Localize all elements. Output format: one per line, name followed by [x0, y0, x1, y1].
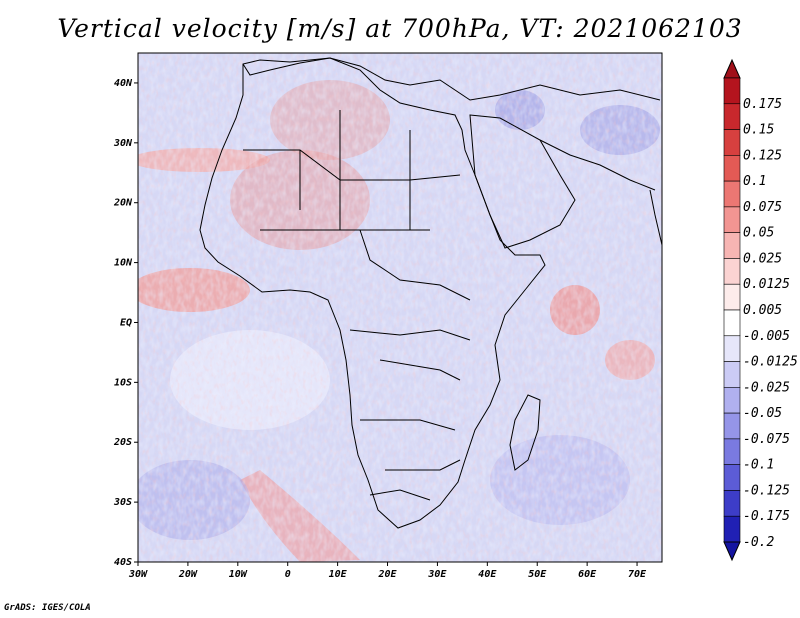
colorbar-label: -0.05 [743, 406, 782, 421]
lon-tick-label: 30E [427, 569, 447, 580]
velocity-field [138, 53, 662, 562]
colorbar-swatch [723, 283, 741, 311]
lon-tick-label: 10E [329, 569, 348, 580]
colorbar-swatch [723, 464, 741, 491]
colorbar-label: 0.05 [743, 226, 774, 241]
africa-coastline [199, 57, 546, 529]
india-coast [649, 189, 662, 246]
colorbar-label: -0.175 [743, 509, 790, 524]
colorbar-label: -0.125 [743, 483, 790, 498]
colorbar-label: 0.0125 [743, 277, 790, 292]
map-title: Vertical velocity [m/s] at 700hPa, VT: 2… [57, 14, 743, 43]
lon-tick-label: 30W [128, 569, 148, 580]
lat-tick-label: 30S [113, 497, 132, 508]
colorbar-label: -0.2 [743, 535, 774, 550]
lat-tick-label: 20N [113, 198, 133, 209]
colorbar-swatch [723, 515, 741, 543]
colorbar-swatch [723, 103, 741, 130]
lon-tick-label: 10W [229, 569, 248, 580]
colorbar-swatch [723, 361, 741, 388]
lat-tick-label: 20S [113, 437, 132, 448]
colorbar-top-arrow [723, 58, 741, 79]
colorbar-swatch [723, 232, 741, 259]
arabia-outline [469, 114, 576, 249]
madagascar-outline [509, 394, 541, 471]
colorbar-label: -0.075 [743, 432, 790, 447]
colorbar-swatch [723, 180, 741, 208]
colorbar-swatch [723, 490, 741, 517]
lat-tick-label: 10S [114, 377, 132, 388]
lon-tick-label: 0 [285, 569, 291, 580]
lon-tick-label: 40E [478, 569, 497, 580]
colorbar-label: 0.1 [743, 174, 766, 189]
colorbar-label: -0.005 [743, 329, 790, 344]
lat-tick-label: 30N [113, 138, 133, 149]
colorbar-swatch [723, 387, 741, 414]
colorbar-label: 0.005 [743, 303, 782, 318]
colorbar-label: -0.0125 [743, 355, 798, 370]
lat-tick-label: 40N [114, 78, 133, 89]
lat-tick-label: 10N [114, 258, 133, 269]
colorbar-swatch [723, 335, 741, 362]
colorbar-label: 0.025 [743, 251, 782, 266]
europe-coast [242, 57, 661, 101]
lon-tick-label: 20W [178, 569, 198, 580]
colorbar-label: 0.175 [743, 97, 782, 112]
lon-tick-label: 70E [628, 569, 647, 580]
colorbar-label: -0.1 [743, 458, 774, 473]
colorbar-swatch [723, 77, 741, 105]
lat-tick-label: 40S [114, 557, 132, 568]
coastlines [199, 57, 662, 529]
colorbar-swatch [723, 155, 741, 182]
persia-coast [539, 139, 656, 191]
colorbar-label: 0.15 [743, 123, 774, 138]
country-borders-south [349, 329, 471, 501]
colorbar-swatch [723, 129, 741, 156]
lat-tick-label: EQ [120, 317, 132, 328]
lon-tick-label: 50E [528, 569, 547, 580]
colorbar-swatch [723, 258, 741, 285]
colorbar-label: 0.125 [743, 148, 782, 163]
colorbar-bottom-arrow [723, 541, 741, 562]
colorbar-swatch [723, 206, 741, 233]
colorbar-swatch [723, 412, 741, 440]
lon-tick-label: 20E [377, 569, 397, 580]
plot-frame [137, 52, 663, 563]
lon-tick-label: 60E [578, 569, 597, 580]
colorbar-swatch [723, 309, 741, 337]
colorbar-swatch [723, 438, 741, 465]
colorbar-label: 0.075 [743, 200, 782, 215]
colorbar: 0.175 0.15 0.125 0.1 0.075 0.05 0.025 0.0125 0.0… [723, 58, 798, 562]
country-borders-north [243, 110, 471, 301]
grads-credit: GrADS: IGES/COLA [4, 603, 91, 613]
colorbar-label: -0.025 [743, 380, 790, 395]
